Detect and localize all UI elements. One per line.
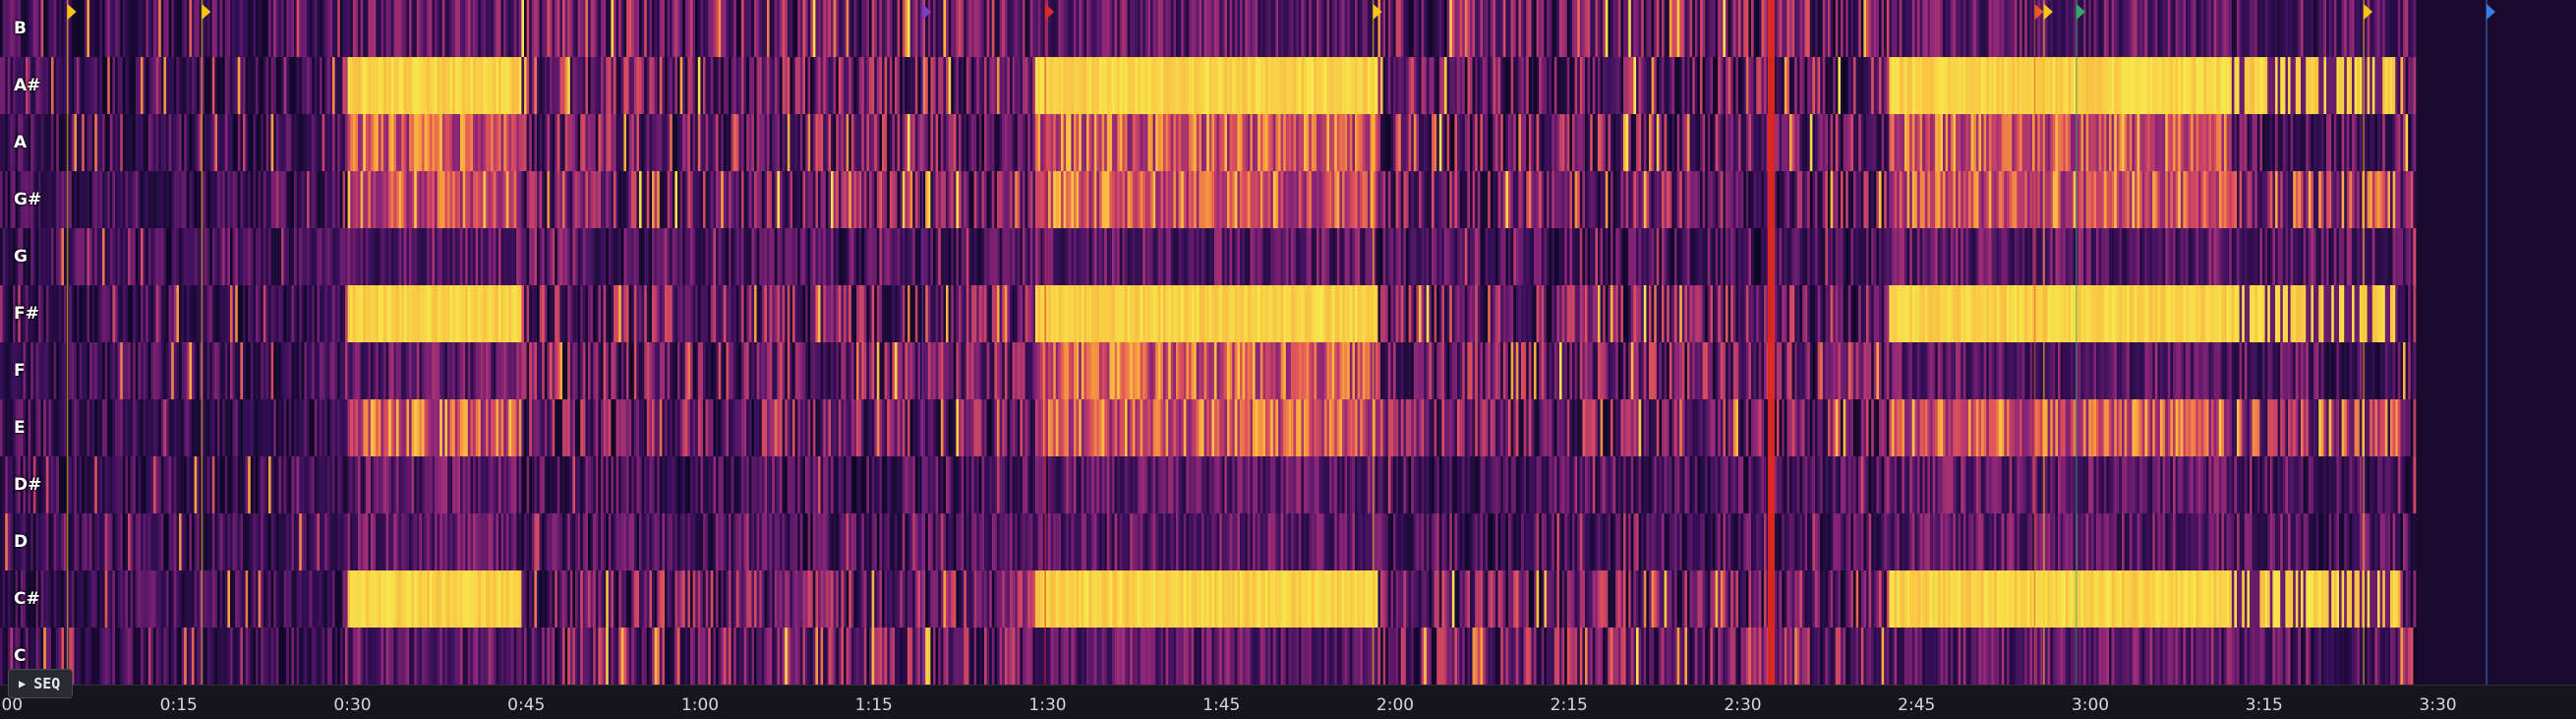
pitch-label: D#: [0, 456, 39, 513]
timeline-tick-label: 1:45: [1202, 695, 1240, 715]
timeline-tick-label: 2:15: [1551, 695, 1588, 715]
pitch-label: D: [0, 513, 39, 570]
timeline-tick-label: 3:30: [2419, 695, 2456, 715]
pitch-label: A: [0, 114, 39, 171]
pitch-label: A#: [0, 57, 39, 114]
timeline-tick-label: 2:00: [1376, 695, 1414, 715]
playhead[interactable]: [1768, 0, 1775, 712]
timeline-tick-label: 1:00: [681, 695, 719, 715]
timeline-tick-label: 2:30: [1724, 695, 1761, 715]
pitch-label: G: [0, 228, 39, 285]
chromagram-canvas[interactable]: [0, 0, 2576, 685]
pitch-label: C#: [0, 570, 39, 628]
pitch-label: B: [0, 0, 39, 57]
seq-button-label: SEQ: [33, 675, 60, 692]
timeline-ruler[interactable]: 0:00 0:15 0:30 0:45 1:00 1:15 1:30 1:45 2:00 2:15…: [0, 685, 2576, 719]
pitch-label: G#: [0, 171, 39, 228]
seq-button[interactable]: ▶ SEQ: [8, 669, 73, 698]
timeline-tick-label: 2:45: [1898, 695, 1935, 715]
pitch-label: E: [0, 399, 39, 456]
chroma-cells: [0, 0, 2416, 685]
timeline-tick-label: 0:30: [333, 695, 371, 715]
timeline-tick-label: 0:15: [160, 695, 198, 715]
timeline-tick-label: 3:00: [2072, 695, 2109, 715]
timeline-tick-label: 1:15: [855, 695, 893, 715]
pitch-label: F#: [0, 285, 39, 342]
timeline-tick-label: 0:00: [0, 695, 23, 715]
play-icon: ▶: [19, 677, 26, 690]
timeline-tick-label: 3:15: [2246, 695, 2283, 715]
pitch-label: F: [0, 342, 39, 399]
timeline-tick-label: 1:30: [1028, 695, 1066, 715]
timeline-tick-label: 0:45: [507, 695, 545, 715]
